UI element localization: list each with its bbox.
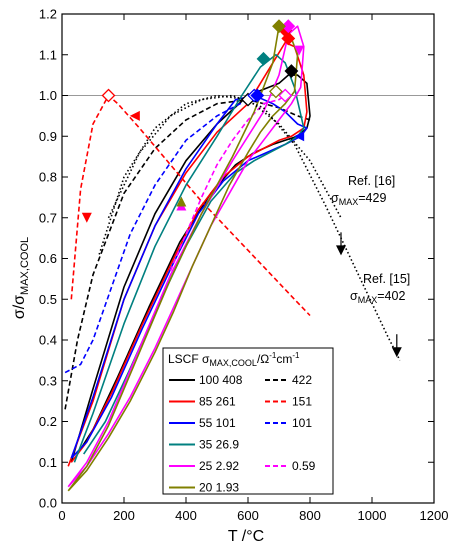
series-line-10 [98,94,342,255]
series-line-5 [64,98,249,374]
series-line-3 [70,94,311,317]
annotation-layer: Ref. [16] σMAX=429 Ref. [15] σMAX=402 [331,174,410,305]
diamond-marker-1 [284,64,299,78]
axis-layer: 0 200 400 600 800 1000 1200 0.0 0.1 0.2 0.3 0.4 0.5 0… [39,7,449,524]
diamond-marker-0 [101,88,116,103]
annotation-ref15-sigma: σMAX=402 [350,289,405,305]
diamond-marker-8 [281,19,296,34]
y-tick-label-11: 1.1 [39,47,57,62]
y-tick-label-10: 1.0 [39,88,57,103]
x-tick-label-2: 400 [175,508,197,523]
arrow-head-4 [294,131,305,142]
arrow-head-0 [81,212,92,223]
arrow-head-3 [176,196,187,207]
series-line-2 [67,41,308,467]
diamond-marker-10 [272,19,286,34]
x-tick-label-5: 1000 [358,508,387,523]
series-line-0 [70,74,311,463]
arrow-head-1 [129,110,140,121]
legend-row-label-3: 35 26.9 [199,438,239,452]
diamond-marker-7 [256,51,271,66]
legend-row-label-1: 85 261 [199,395,236,409]
series-line-8 [169,94,286,272]
legend-dashed-label-4: 0.59 [292,459,316,473]
arrow-head-5 [294,45,305,56]
legend-box [162,347,334,495]
annotation-ref16-sigma-value: =429 [358,191,386,205]
x-tick-label-4: 800 [299,508,321,523]
arrow-head-6 [336,245,346,256]
annotation-ref15: Ref. [15] [363,272,410,286]
y-tick-label-12: 1.2 [39,7,57,22]
series-line-7 [67,25,305,488]
y-tick-label-1: 0.1 [39,455,57,470]
marker-layer [81,19,402,358]
series-line-11 [107,94,401,361]
diamond-marker-11 [268,84,283,99]
x-axis-title: T /°C [228,528,264,545]
legend-row-label-0: 100 408 [199,373,243,387]
legend-row-label-5: 20 1.93 [199,481,239,495]
annotation-ref16-sigma: σMAX=429 [331,191,386,207]
series-layer [64,25,401,492]
y-axis-title: σ/σMAX,COOL [11,237,31,319]
legend: LSCF σMAX,COOL/Ω-1cm-1 100 408 422 85 261 15… [162,347,334,495]
legend-dashed-label-0: 422 [292,373,312,387]
y-tick-label-2: 0.2 [39,414,57,429]
x-tick-label-0: 0 [58,508,65,523]
annotation-ref16: Ref. [16] [348,174,395,188]
x-tick-label-6: 1200 [420,508,449,523]
legend-dashed-label-1: 151 [292,395,312,409]
y-tick-label-9: 0.9 [39,129,57,144]
y-tick-label-5: 0.5 [39,292,57,307]
legend-row-label-2: 55 101 [199,416,236,430]
x-tick-label-3: 600 [237,508,259,523]
series-line-1 [64,98,311,410]
diamond-marker-6 [250,88,265,103]
arrow-head-7 [391,347,402,358]
diamond-marker-9 [278,88,293,103]
y-tick-label-3: 0.3 [39,373,57,388]
series-line-4 [70,94,308,459]
y-tick-label-6: 0.6 [39,251,57,266]
legend-row-label-4: 25 2.92 [199,459,239,473]
annotation-ref15-sigma-value: =402 [377,289,405,303]
x-tick-label-1: 200 [113,508,135,523]
legend-dashed-label-2: 101 [292,416,312,430]
y-tick-label-8: 0.8 [39,170,57,185]
y-tick-label-4: 0.4 [39,333,57,348]
y-tick-label-0: 0.0 [39,496,57,511]
legend-header: LSCF σMAX,COOL/Ω-1cm-1 [168,351,300,368]
y-tick-label-7: 0.7 [39,210,57,225]
